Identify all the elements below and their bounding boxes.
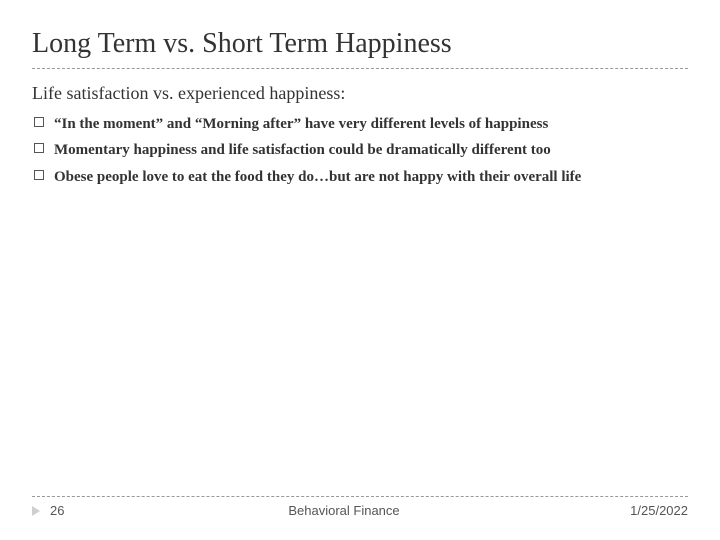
slide-footer: 26 Behavioral Finance 1/25/2022 xyxy=(32,496,688,518)
list-item: Obese people love to eat the food they d… xyxy=(34,167,688,187)
bullet-list: “In the moment” and “Morning after” have… xyxy=(32,114,688,187)
bullet-text: “In the moment” and “Morning after” have… xyxy=(54,114,548,134)
checkbox-icon xyxy=(34,117,44,127)
checkbox-icon xyxy=(34,143,44,153)
slide-subtitle: Life satisfaction vs. experienced happin… xyxy=(32,83,688,104)
list-item: “In the moment” and “Morning after” have… xyxy=(34,114,688,134)
page-number: 26 xyxy=(50,503,110,518)
bullet-text: Obese people love to eat the food they d… xyxy=(54,167,581,187)
bullet-text: Momentary happiness and life satisfactio… xyxy=(54,140,551,160)
triangle-marker-icon xyxy=(32,506,40,516)
slide: Long Term vs. Short Term Happiness Life … xyxy=(0,0,720,540)
slide-title: Long Term vs. Short Term Happiness xyxy=(32,28,688,69)
list-item: Momentary happiness and life satisfactio… xyxy=(34,140,688,160)
checkbox-icon xyxy=(34,170,44,180)
footer-date: 1/25/2022 xyxy=(578,503,688,518)
footer-title: Behavioral Finance xyxy=(110,503,578,518)
